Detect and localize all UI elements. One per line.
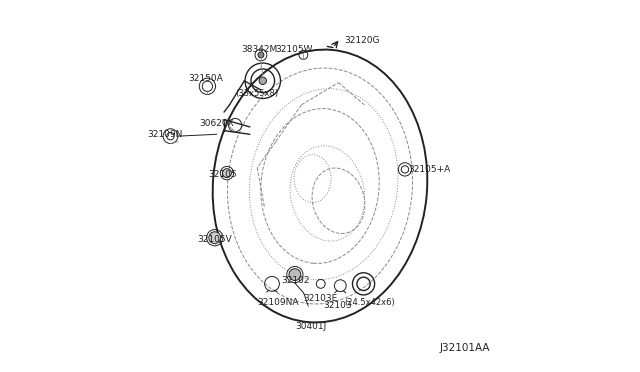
Text: 30401J: 30401J xyxy=(295,322,326,331)
Text: 32109N: 32109N xyxy=(147,130,182,139)
Text: (24.5x42x6): (24.5x42x6) xyxy=(344,298,396,307)
Text: (33x55x8): (33x55x8) xyxy=(236,89,279,98)
Circle shape xyxy=(259,77,266,84)
Text: 38342M: 38342M xyxy=(241,45,277,54)
Text: 32105: 32105 xyxy=(208,170,236,179)
Text: J32101AA: J32101AA xyxy=(439,343,490,353)
Text: 32103E: 32103E xyxy=(303,294,337,303)
Circle shape xyxy=(223,169,232,177)
Text: 32150A: 32150A xyxy=(188,74,223,83)
Text: 32105V: 32105V xyxy=(197,235,232,244)
Text: 30620X: 30620X xyxy=(199,119,234,128)
Text: 32105+A: 32105+A xyxy=(408,165,451,174)
Circle shape xyxy=(289,269,301,280)
Text: 32120G: 32120G xyxy=(344,36,380,45)
Circle shape xyxy=(209,232,221,244)
Text: 32109NA: 32109NA xyxy=(257,298,298,307)
Circle shape xyxy=(258,52,264,58)
Text: 32105W: 32105W xyxy=(275,45,313,54)
Text: 32103: 32103 xyxy=(323,301,352,311)
Text: 32102: 32102 xyxy=(282,276,310,285)
